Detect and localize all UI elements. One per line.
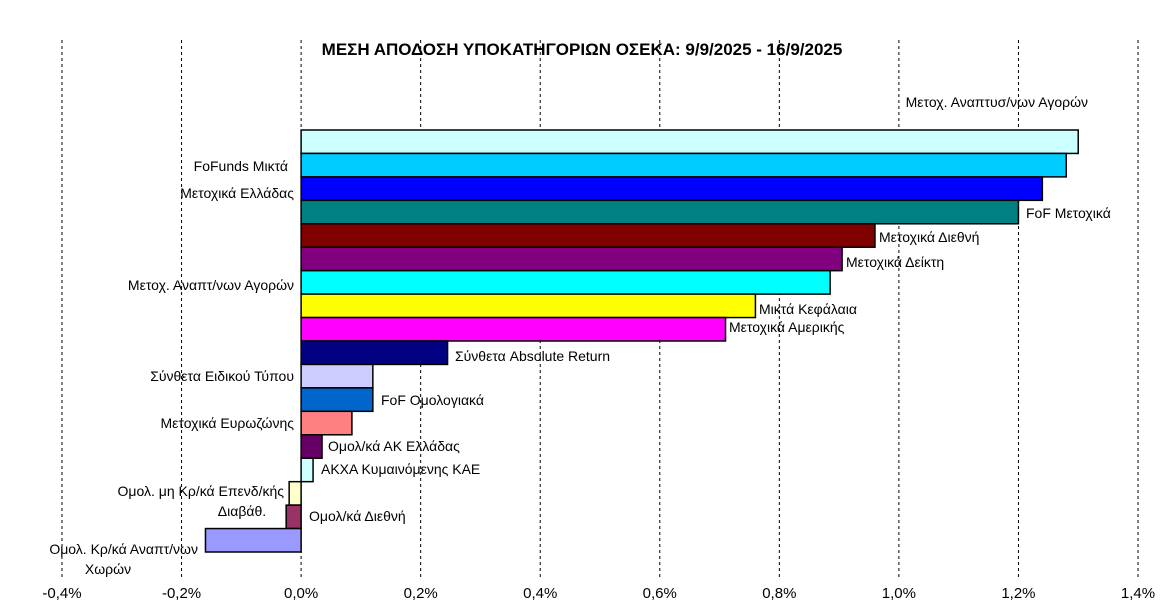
- bar: [300, 199, 1020, 225]
- bar: [300, 457, 314, 483]
- bar-label: Μετοχικά Δείκτη: [846, 254, 944, 270]
- bar: [300, 363, 374, 389]
- chart-title: ΜΕΣΗ ΑΠΟΔΟΣΗ ΥΠΟΚΑΤΗΓΟΡΙΩΝ ΟΣΕΚΑ: 9/9/20…: [322, 40, 843, 59]
- bar: [300, 434, 323, 459]
- bars: [204, 129, 1079, 553]
- x-tick-label: 0,0%: [284, 585, 318, 602]
- bar: [300, 152, 1068, 178]
- bar-label: Ομολ/κά Διεθνή: [309, 508, 406, 524]
- bar: [300, 129, 1079, 155]
- bar-label: Ομολ. μη Κρ/κά Επενδ/κής Διαβάθ.: [118, 483, 285, 519]
- x-tick-label: 0,8%: [762, 585, 796, 602]
- bar-label: Σύνθετα Ειδικού Τύπου: [150, 368, 294, 384]
- bar: [300, 316, 727, 342]
- bar: [300, 410, 353, 436]
- bar: [300, 223, 876, 248]
- x-tick-label: 0,6%: [643, 585, 677, 602]
- x-tick-label: 1,4%: [1121, 585, 1155, 602]
- bar: [288, 480, 302, 506]
- x-tick-label: -0,4%: [42, 585, 81, 602]
- bar-label: Μετοχικά Αμερικής: [729, 319, 845, 335]
- x-tick-label: 0,2%: [404, 585, 438, 602]
- bar-label: FoF Μετοχικά: [1026, 205, 1111, 221]
- bar-label: Σύνθετα Absolute Return: [455, 348, 610, 364]
- bar-label: Μετοχικά Διεθνή: [879, 229, 979, 245]
- bar-label: FoF Ομολογιακά: [381, 392, 484, 408]
- bar-label: Ομολ/κά ΑΚ Ελλάδας: [328, 438, 460, 454]
- bar: [300, 387, 374, 413]
- bar: [285, 504, 302, 530]
- bar-label: Μετοχ. Αναπτυσ/νων Αγορών: [906, 94, 1088, 110]
- bar-label: Ομολ. Κρ/κά Αναπτ/νων Χωρών: [49, 541, 198, 577]
- bar: [204, 527, 302, 553]
- bar-label: Μετοχικά Ελλάδας: [180, 185, 294, 201]
- bar: [300, 246, 843, 272]
- bar-labels: Μετοχ. Αναπτυσ/νων Αγορών FoFunds Μικτά Με…: [49, 94, 1111, 577]
- x-tick-label: -0,2%: [162, 585, 201, 602]
- x-tick-label: 0,4%: [523, 585, 557, 602]
- bar-label: Μικτά Κεφάλαια: [759, 301, 857, 317]
- bar: [300, 293, 757, 319]
- x-axis-ticks: -0,4% -0,2% 0,0% 0,2% 0,4% 0,6% 0,8% 1,0% 1,2% 1,…: [42, 585, 1155, 602]
- bar-label: Μετοχ. Αναπτ/νων Αγορών: [128, 277, 294, 293]
- x-tick-label: 1,2%: [1001, 585, 1035, 602]
- bar-label: ΑΚΧΑ Κυμαινόμενης ΚΑΕ: [321, 461, 480, 477]
- bar-label: Μετοχικά Ευρωζώνης: [160, 415, 294, 431]
- bar: [300, 176, 1044, 202]
- bar-label: FoFunds Μικτά: [194, 158, 288, 174]
- x-tick-label: 1,0%: [882, 585, 916, 602]
- bar: [300, 340, 449, 366]
- bar: [300, 269, 831, 295]
